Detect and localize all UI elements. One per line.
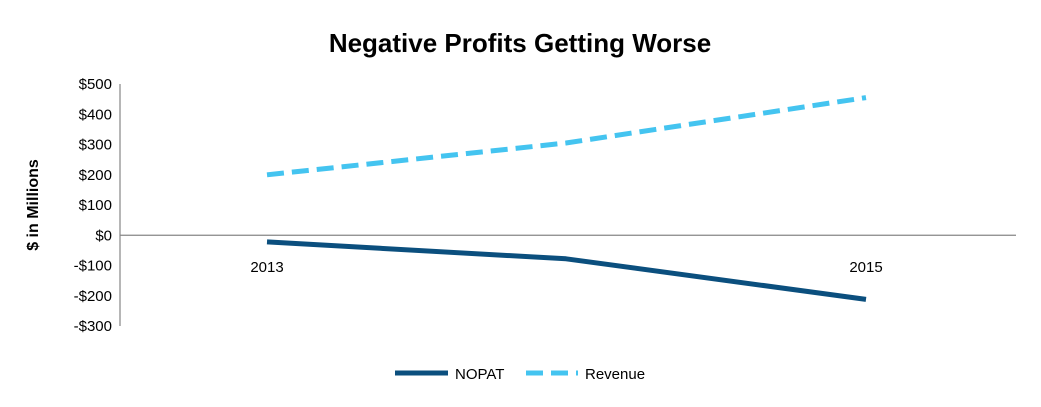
legend-label-nopat: NOPAT (455, 366, 504, 383)
y-tick-label: $0 (95, 227, 112, 244)
y-tick-label: -$100 (74, 258, 112, 275)
series-line-revenue (266, 95, 867, 178)
series-lines (266, 95, 867, 302)
y-tick-label: $100 (79, 197, 112, 214)
y-tick-label: -$200 (74, 288, 112, 305)
y-tick-label: $300 (79, 137, 112, 154)
x-tick-labels: 2013 2015 (250, 259, 882, 276)
y-tick-label: $500 (79, 76, 112, 93)
legend: NOPAT Revenue (395, 366, 645, 383)
x-tick-label: 2015 (849, 259, 882, 276)
x-tick-label: 2013 (250, 259, 283, 276)
y-tick-label: -$300 (74, 318, 112, 335)
legend-label-revenue: Revenue (585, 366, 645, 383)
y-axis-label: $ in Millions (25, 159, 42, 251)
y-tick-label: $200 (79, 167, 112, 184)
y-tick-label: $400 (79, 106, 112, 123)
chart-title: Negative Profits Getting Worse (329, 28, 711, 58)
y-tick-labels: $500 $400 $300 $200 $100 $0 -$100 -$200 -$300 (74, 76, 112, 335)
series-line-nopat (266, 239, 867, 302)
axes (119, 84, 1016, 326)
